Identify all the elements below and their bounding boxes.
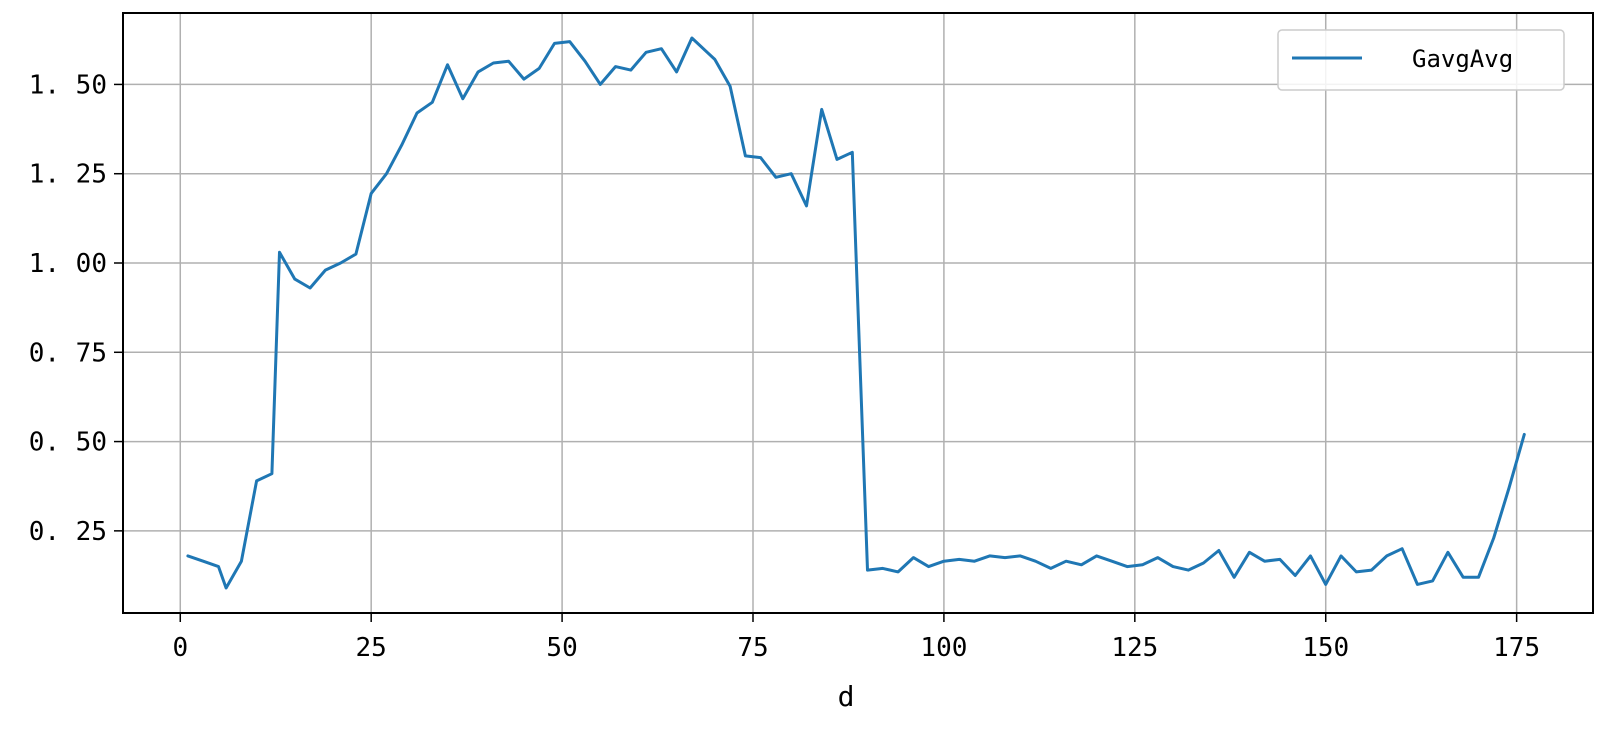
y-tick-label: 1. 50: [29, 70, 107, 100]
x-tick-label: 50: [546, 633, 577, 663]
x-tick-label: 175: [1493, 633, 1540, 663]
x-tick-label: 125: [1111, 633, 1158, 663]
y-tick-label: 1. 25: [29, 160, 107, 190]
series-group: [186, 36, 1526, 590]
plot-area-frame: [122, 12, 1594, 614]
legend-box: [1277, 29, 1565, 91]
x-axis: 0 25 50 75 100 125 150 175: [172, 613, 1540, 663]
legend[interactable]: GavgAvg: [1277, 29, 1565, 91]
y-tick-label: 0. 75: [29, 338, 107, 368]
y-tick-label: 0. 25: [29, 517, 107, 547]
x-tick-label: 75: [737, 633, 768, 663]
x-tick-label: 100: [920, 633, 967, 663]
x-axis-label: d: [838, 680, 855, 713]
x-tick-label: 0: [172, 633, 188, 663]
legend-label: GavgAvg: [1412, 45, 1513, 73]
y-tick-label: 1. 00: [29, 249, 107, 279]
y-axis: 0. 25 0. 50 0. 75 1. 00 1. 25 1. 50: [29, 70, 123, 547]
series-line-gavgavg: [186, 36, 1526, 590]
x-tick-label: 25: [356, 633, 387, 663]
y-tick-label: 0. 50: [29, 428, 107, 458]
x-tick-label: 150: [1302, 633, 1349, 663]
